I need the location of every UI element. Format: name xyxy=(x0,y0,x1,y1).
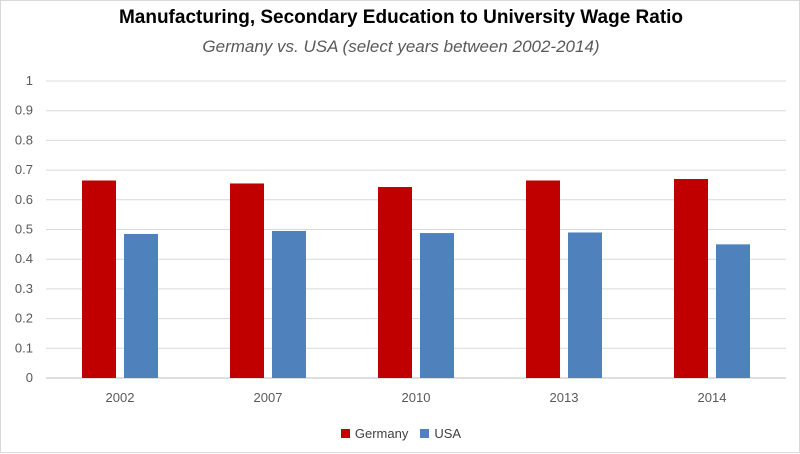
bar-usa-2010 xyxy=(420,233,454,378)
chart-title: Manufacturing, Secondary Education to Un… xyxy=(118,7,684,28)
bar-germany-2002 xyxy=(82,180,116,378)
legend-label: USA xyxy=(434,426,462,441)
x-tick-label: 2007 xyxy=(254,390,283,405)
legend: Germany USA xyxy=(1,426,800,441)
x-tick-label: 2014 xyxy=(698,390,727,405)
y-tick-label: 0.4 xyxy=(15,251,33,266)
bar-usa-2007 xyxy=(272,230,306,378)
bar-germany-2010 xyxy=(378,187,412,378)
legend-swatch xyxy=(420,429,430,438)
bar-usa-2002 xyxy=(124,233,158,378)
bar-usa-2013 xyxy=(568,232,602,378)
x-tick-label: 2002 xyxy=(106,390,135,405)
bar-germany-2013 xyxy=(526,180,560,378)
y-tick-label: 0.7 xyxy=(15,162,33,177)
y-tick-label: 0.5 xyxy=(15,222,33,237)
y-tick-label: 0.8 xyxy=(15,132,33,147)
y-tick-label: 0 xyxy=(26,370,33,385)
legend-label: Germany xyxy=(354,426,409,441)
y-tick-label: 0.1 xyxy=(15,340,33,355)
chart-subtitle: Germany vs. USA (select years between 20… xyxy=(202,37,600,56)
y-tick-label: 1 xyxy=(26,73,33,88)
y-tick-label: 0.9 xyxy=(15,103,33,118)
y-tick-label: 0.2 xyxy=(15,311,33,326)
legend-item-usa: USA xyxy=(420,426,461,441)
bar-germany-2007 xyxy=(230,183,264,378)
x-tick-label: 2010 xyxy=(402,390,431,405)
x-tick-label: 2013 xyxy=(550,390,579,405)
legend-item-germany: Germany xyxy=(340,426,409,441)
y-tick-label: 0.6 xyxy=(15,192,33,207)
bar-usa-2014 xyxy=(716,244,750,378)
bar-germany-2014 xyxy=(674,179,708,378)
legend-swatch xyxy=(340,429,350,438)
y-tick-label: 0.3 xyxy=(15,281,33,296)
